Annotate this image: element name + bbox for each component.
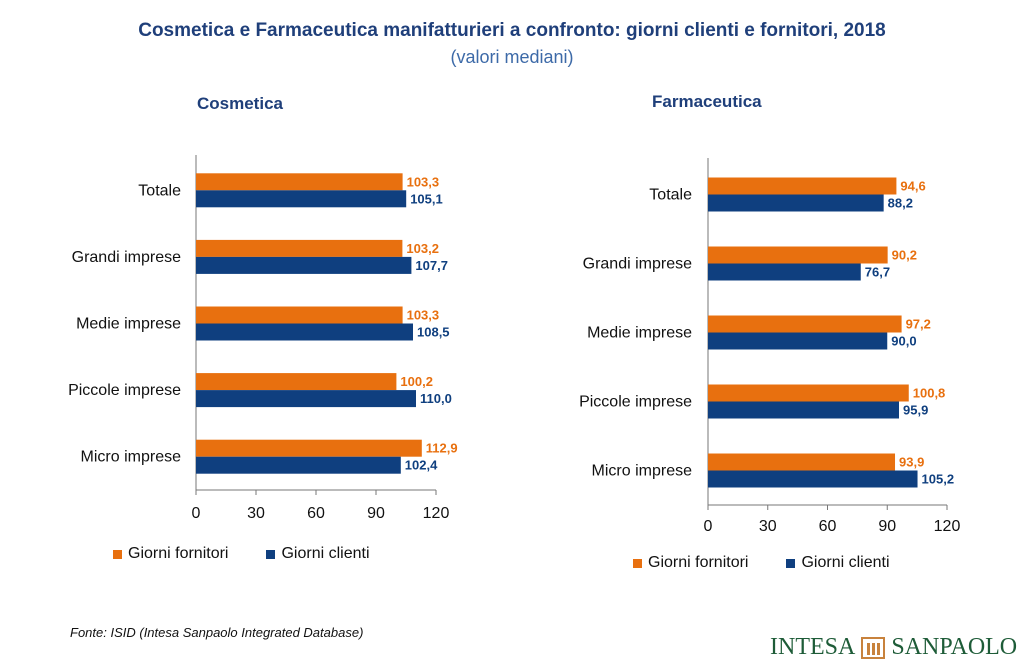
- bar-fornitori: [196, 439, 422, 457]
- bar-fornitori: [196, 239, 403, 257]
- legend-item-clienti: Giorni clienti: [786, 554, 890, 572]
- bar-fornitori: [708, 177, 897, 195]
- legend-swatch-clienti: [786, 558, 796, 568]
- legend-cosmetica: Giorni fornitori Giorni clienti: [113, 545, 408, 563]
- category-label: Totale: [138, 182, 181, 199]
- bar-fornitori: [708, 246, 888, 264]
- value-label-fornitori: 100,8: [913, 386, 946, 401]
- legend-label-clienti: Giorni clienti: [801, 554, 890, 571]
- bar-clienti: [196, 456, 401, 474]
- bar-clienti: [708, 332, 888, 350]
- category-label: Totale: [649, 187, 692, 204]
- value-label-clienti: 90,0: [891, 334, 916, 349]
- x-tick-label: 90: [367, 505, 385, 522]
- x-tick-label: 60: [307, 505, 325, 522]
- bar-fornitori: [708, 315, 902, 333]
- bar-fornitori: [708, 453, 896, 471]
- legend-farmaceutica: Giorni fornitori Giorni clienti: [633, 554, 928, 572]
- value-label-fornitori: 97,2: [906, 317, 931, 332]
- value-label-clienti: 105,1: [410, 191, 443, 206]
- x-tick-label: 90: [878, 518, 896, 535]
- value-label-clienti: 102,4: [405, 458, 438, 473]
- bar-clienti: [196, 190, 407, 208]
- x-tick-label: 120: [934, 518, 961, 535]
- legend-swatch-fornitori: [113, 549, 122, 559]
- x-tick-label: 30: [759, 518, 777, 535]
- bar-clienti: [196, 323, 413, 341]
- value-label-fornitori: 100,2: [400, 374, 433, 389]
- logo-text-left: INTESA: [770, 634, 856, 660]
- bar-fornitori: [708, 384, 909, 402]
- category-label: Medie imprese: [76, 316, 181, 333]
- legend-swatch-clienti: [266, 549, 276, 559]
- category-label: Grandi imprese: [72, 249, 181, 266]
- value-label-clienti: 105,2: [922, 472, 955, 487]
- bar-fornitori: [196, 173, 403, 191]
- value-label-clienti: 88,2: [888, 196, 913, 211]
- value-label-clienti: 95,9: [903, 403, 928, 418]
- bar-clienti: [708, 194, 884, 212]
- x-tick-label: 120: [423, 505, 450, 522]
- bar-clienti: [708, 263, 861, 281]
- category-label: Micro imprese: [592, 463, 693, 480]
- value-label-clienti: 110,0: [420, 391, 452, 406]
- value-label-fornitori: 103,3: [407, 174, 440, 189]
- bar-clienti: [196, 256, 412, 274]
- chart-main-title: Cosmetica e Farmaceutica manifatturieri …: [138, 20, 886, 41]
- bar-clienti: [708, 401, 900, 419]
- legend-swatch-fornitori: [633, 558, 642, 568]
- bar-fornitori: [196, 306, 403, 324]
- value-label-fornitori: 93,9: [899, 455, 924, 470]
- x-tick-label: 30: [247, 505, 265, 522]
- legend-label-fornitori: Giorni fornitori: [648, 554, 749, 571]
- source-note: Fonte: ISID (Intesa Sanpaolo Integrated …: [70, 625, 364, 640]
- x-tick-label: 60: [819, 518, 837, 535]
- category-label: Piccole imprese: [579, 394, 692, 411]
- logo-mark-icon: [861, 636, 886, 659]
- category-label: Piccole imprese: [68, 382, 181, 399]
- logo-text-right: SANPAOLO: [891, 634, 1018, 660]
- legend-item-fornitori: Giorni fornitori: [633, 554, 748, 572]
- category-label: Medie imprese: [587, 325, 692, 342]
- category-label: Grandi imprese: [583, 256, 692, 273]
- x-tick-label: 0: [704, 518, 713, 535]
- panel-title-cosmetica: Cosmetica: [197, 94, 283, 113]
- value-label-fornitori: 112,9: [426, 441, 458, 456]
- x-tick-label: 0: [192, 505, 201, 522]
- value-label-fornitori: 103,2: [406, 241, 439, 256]
- value-label-clienti: 108,5: [417, 325, 450, 340]
- bar-clienti: [708, 470, 918, 488]
- value-label-fornitori: 94,6: [900, 179, 925, 194]
- legend-item-clienti: Giorni clienti: [266, 545, 370, 563]
- value-label-clienti: 76,7: [865, 265, 890, 280]
- panel-title-farmaceutica: Farmaceutica: [652, 92, 762, 111]
- value-label-fornitori: 103,3: [407, 308, 440, 323]
- chart-subtitle: (valori mediani): [450, 47, 574, 67]
- intesa-sanpaolo-logo: INTESA SANPAOLO: [770, 634, 1017, 661]
- category-label: Micro imprese: [81, 449, 182, 466]
- legend-item-fornitori: Giorni fornitori: [113, 545, 228, 563]
- value-label-clienti: 107,7: [415, 258, 448, 273]
- value-label-fornitori: 90,2: [892, 248, 917, 263]
- legend-label-fornitori: Giorni fornitori: [128, 545, 229, 562]
- legend-label-clienti: Giorni clienti: [281, 545, 370, 562]
- bar-clienti: [196, 390, 416, 408]
- bar-fornitori: [196, 373, 397, 391]
